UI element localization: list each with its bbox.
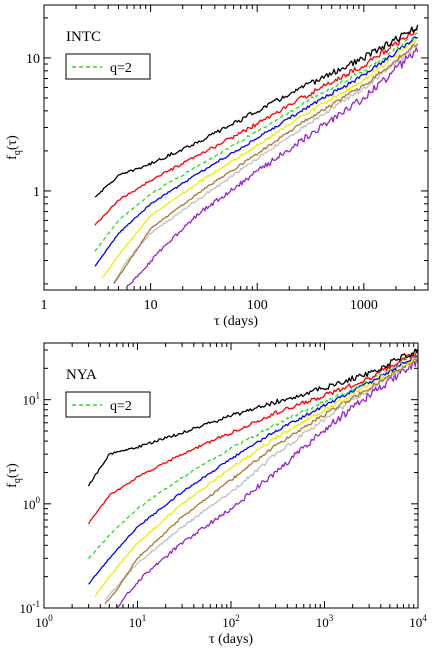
series-line-2 — [94, 28, 419, 226]
x-tick-label: 104 — [409, 613, 427, 630]
x-tick-label: 101 — [129, 613, 147, 630]
y-axis-label: fq(τ) — [5, 463, 23, 488]
legend-box — [65, 53, 151, 80]
y-tick-label: 1 — [33, 185, 40, 200]
series-line-2 — [88, 350, 418, 525]
series-line-3 — [94, 32, 418, 252]
x-tick-label: 10 — [144, 298, 158, 313]
series-line-4 — [94, 36, 419, 267]
y-axis-label: fq(τ) — [5, 135, 23, 160]
y-tick-label: 101 — [23, 391, 41, 408]
legend-box — [65, 391, 151, 418]
series-line-4 — [88, 354, 418, 585]
panel-title: NYA — [66, 367, 97, 383]
legend: q=2 — [65, 53, 151, 80]
x-axis-label: τ (days) — [209, 632, 253, 647]
plot-area — [94, 24, 419, 287]
series-line-6 — [113, 43, 419, 285]
legend-label: q=2 — [110, 61, 132, 76]
plot-area — [87, 348, 418, 608]
panel-title: INTC — [66, 29, 101, 45]
series-line-5 — [94, 354, 418, 597]
series-line-6 — [104, 358, 418, 605]
legend-label: q=2 — [110, 399, 132, 414]
x-tick-label: 100 — [35, 613, 53, 630]
series-line-1 — [94, 24, 419, 198]
series-line-7 — [113, 43, 419, 284]
series-line-8 — [126, 47, 419, 287]
series-line-8 — [116, 356, 418, 608]
series-line-3 — [88, 352, 418, 560]
series-line-7 — [104, 356, 418, 601]
x-tick-label: 103 — [316, 613, 334, 630]
y-tick-label: 10 — [26, 52, 40, 67]
series-line-5 — [101, 36, 419, 279]
x-tick-label: 100 — [247, 298, 268, 313]
legend: q=2 — [65, 391, 151, 418]
x-tick-label: 1 — [41, 298, 48, 313]
x-tick-label: 102 — [222, 613, 240, 630]
series-line-1 — [87, 348, 418, 487]
x-axis-label: τ (days) — [214, 314, 258, 329]
y-tick-label: 10-1 — [20, 599, 41, 616]
chart-panel-1: 1 10 100 1000 1 10 τ (days) fq(τ) INTC q=2 — [5, 4, 429, 329]
x-tick-label: 1000 — [350, 298, 378, 313]
y-tick-label: 100 — [23, 495, 41, 512]
axes-frame — [43, 4, 429, 291]
